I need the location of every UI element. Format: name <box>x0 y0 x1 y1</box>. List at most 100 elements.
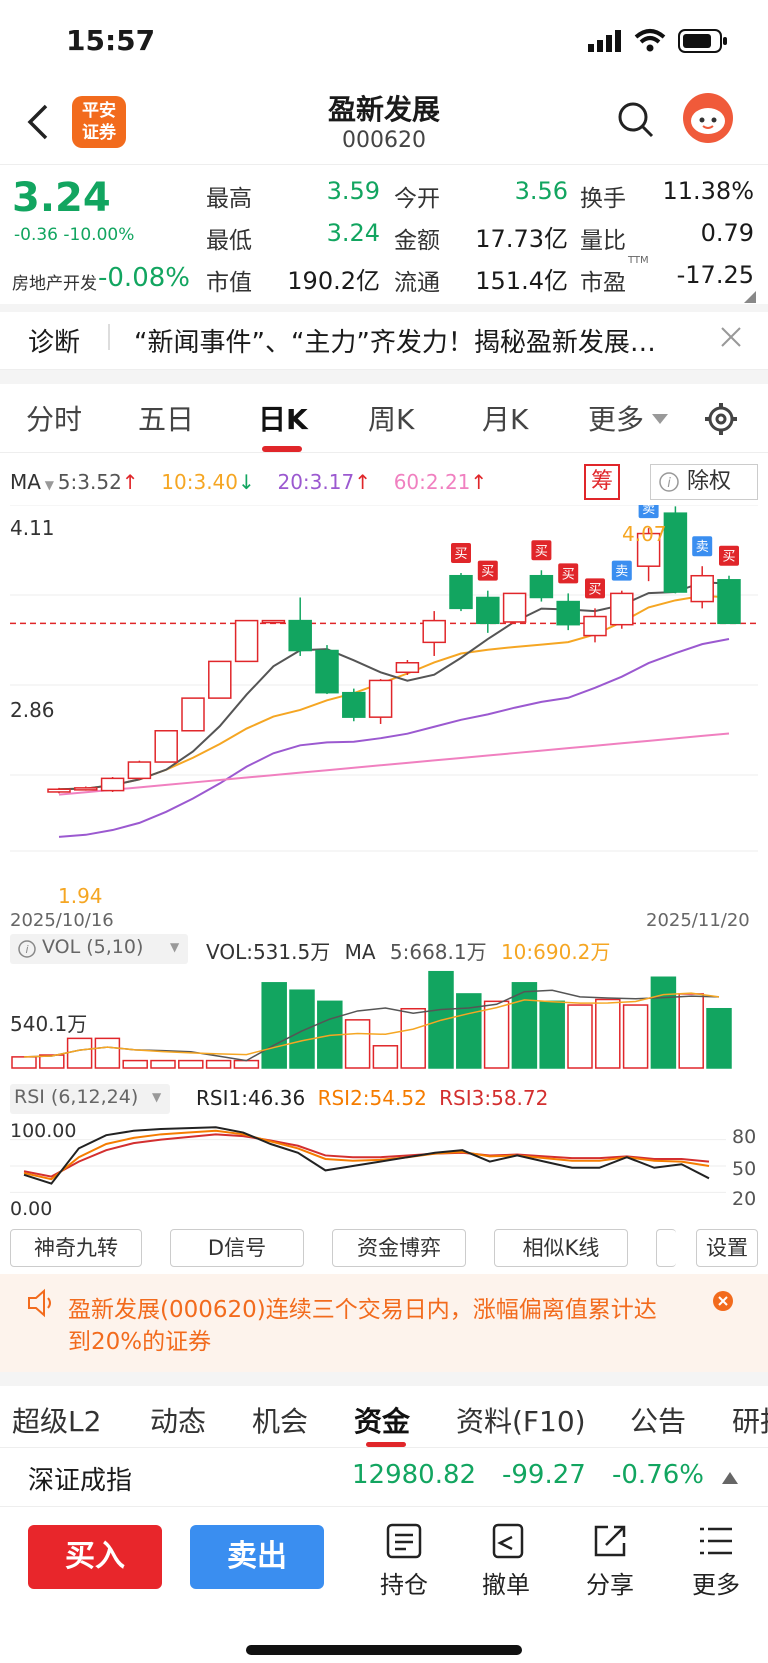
volume-bar <box>595 998 621 1069</box>
alert-banner[interactable]: 盈新发展(000620)连续三个交易日内，涨幅偏离值累计达 到20%的证券 <box>0 1274 768 1372</box>
tab-research[interactable]: 研报 <box>732 1405 768 1438</box>
index-pct: -0.76% <box>612 1460 704 1490</box>
back-icon[interactable] <box>24 102 52 142</box>
candle-body <box>717 579 741 625</box>
tab-super-l2[interactable]: 超级L2 <box>12 1405 102 1438</box>
volume-bar <box>289 989 315 1069</box>
tool-partial[interactable] <box>656 1229 676 1267</box>
search-icon[interactable] <box>616 100 656 140</box>
close-icon[interactable] <box>720 326 742 348</box>
rsi2-line <box>23 1129 710 1181</box>
volume-bar <box>456 993 482 1069</box>
hold-button[interactable]: 持仓 <box>364 1523 444 1603</box>
svg-text:i: i <box>667 476 671 491</box>
price-change: -0.36 -10.00% <box>14 225 135 245</box>
candle-body <box>127 761 152 780</box>
trade-marker <box>585 578 605 599</box>
more-button[interactable]: 更多 <box>676 1523 756 1603</box>
tab-funds[interactable]: 资金 <box>354 1405 411 1438</box>
low-label: 最低 <box>206 228 252 254</box>
undo-order-icon <box>492 1523 524 1559</box>
high-price-label: 4.07 <box>622 522 667 546</box>
pe-label: 市盈 <box>580 270 626 296</box>
battery-icon <box>678 29 727 53</box>
trade-marker-label: 买 <box>535 544 548 559</box>
tab-f10[interactable]: 资料(F10) <box>456 1405 586 1438</box>
candle-body <box>342 691 366 718</box>
rsi2-value: RSI2:54.52 <box>317 1086 427 1110</box>
ma10-value: 10:3.40 <box>161 470 238 494</box>
trade-marker <box>692 536 713 557</box>
tab-intraday[interactable]: 分时 <box>26 403 83 436</box>
tool-similar-k[interactable]: 相似K线 <box>494 1229 628 1267</box>
high-label: 最高 <box>206 186 252 212</box>
index-change: -99.27 <box>502 1460 586 1490</box>
rsi-selector[interactable]: RSI (6,12,24) ▼ <box>10 1084 170 1114</box>
candle-body <box>502 592 527 623</box>
tab-five-day[interactable]: 五日 <box>138 403 195 436</box>
tab-announcement[interactable]: 公告 <box>630 1405 687 1438</box>
close-icon[interactable] <box>712 1290 734 1312</box>
vol-selector[interactable]: i VOL (5,10) ▼ <box>10 934 188 964</box>
volume-bar <box>344 1019 371 1069</box>
tool-settings[interactable]: 设置 <box>696 1229 758 1267</box>
chip-button[interactable]: 筹 <box>584 464 620 500</box>
tab-monthly-k[interactable]: 月K <box>482 403 529 436</box>
amount-value: 17.73亿 <box>475 225 568 253</box>
amount-label: 金额 <box>394 228 440 254</box>
index-ticker[interactable]: 深证成指 12980.82 -99.27 -0.76% <box>0 1447 768 1507</box>
corner-expand-icon[interactable] <box>744 291 756 303</box>
alert-text-line1: 盈新发展(000620)连续三个交易日内，涨幅偏离值累计达 <box>68 1297 657 1323</box>
vol-ma5: 5:668.1万 <box>389 940 487 964</box>
tab-weekly-k[interactable]: 周K <box>368 403 415 436</box>
page-title: 盈新发展 <box>327 93 440 126</box>
candle-body <box>690 574 714 603</box>
rsi-label: RSI (6,12,24) <box>14 1086 139 1108</box>
volume-bar <box>650 976 677 1069</box>
ma20-value: 20:3.17 <box>277 470 355 494</box>
volume-chart[interactable] <box>0 960 768 1072</box>
speaker-icon <box>28 1288 51 1318</box>
tab-daily-k[interactable]: 日K <box>258 403 308 436</box>
trade-marker-label: 买 <box>454 547 467 562</box>
low-value: 3.24 <box>326 219 380 247</box>
y-axis-mid: 2.86 <box>10 698 55 722</box>
candle-body <box>154 730 178 763</box>
share-button[interactable]: 分享 <box>570 1523 650 1603</box>
volume-bar <box>150 1059 176 1069</box>
trade-marker <box>558 563 579 584</box>
tab-news[interactable]: 动态 <box>150 1405 207 1438</box>
sell-button[interactable]: 卖出 <box>190 1525 324 1589</box>
gear-icon[interactable] <box>704 402 738 436</box>
volume-bar <box>233 1059 260 1069</box>
open-value: 3.56 <box>514 177 568 205</box>
volume-ratio-value: 0.79 <box>700 219 754 247</box>
index-name: 深证成指 <box>28 1466 133 1496</box>
candle-body <box>395 662 420 674</box>
assistant-avatar-icon[interactable] <box>682 92 734 144</box>
volume-bar <box>122 1059 148 1069</box>
buy-button[interactable]: 买入 <box>28 1525 162 1589</box>
volume-bar <box>678 993 704 1069</box>
trade-marker-label: 买 <box>588 582 601 597</box>
tab-more[interactable]: 更多 <box>588 403 645 436</box>
news-bar[interactable]: 诊断 “新闻事件”、“主力”齐发力！揭秘盈新发展… <box>0 304 768 370</box>
ma-legend[interactable]: MA ▼ 5:3.52↑ 10:3.40↓ 20:3.17↑ 60:2.21↑ <box>10 470 488 494</box>
tab-opportunity[interactable]: 机会 <box>252 1405 309 1438</box>
tool-d-signal[interactable]: D信号 <box>170 1229 304 1267</box>
volume-bar <box>706 1007 732 1069</box>
status-bar: 15:57 <box>0 0 768 80</box>
tool-fund-game[interactable]: 资金博弈 <box>332 1229 466 1267</box>
trade-marker-label: 买 <box>562 567 575 582</box>
alert-text-line2: 到20%的证券 <box>68 1329 212 1355</box>
open-label: 今开 <box>394 186 440 212</box>
tool-magic-nine[interactable]: 神奇九转 <box>10 1229 142 1267</box>
chevron-up-icon[interactable] <box>722 1472 738 1484</box>
pe-value: -17.25 <box>676 261 754 289</box>
exright-button[interactable]: i 除权 <box>650 464 758 500</box>
rsi-chart[interactable] <box>0 1114 768 1218</box>
signal-icon <box>588 30 621 52</box>
cancel-order-button[interactable]: 撤单 <box>466 1523 546 1603</box>
news-headline[interactable]: “新闻事件”、“主力”齐发力！揭秘盈新发展… <box>134 328 656 358</box>
